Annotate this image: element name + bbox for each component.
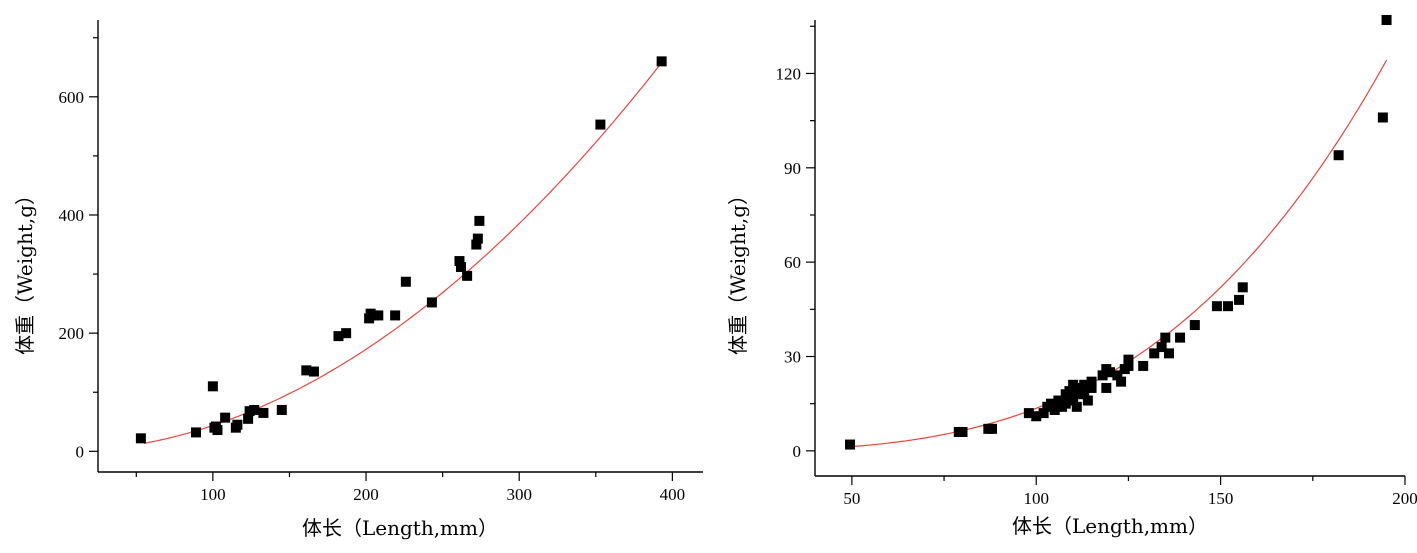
left-data-point [207, 381, 218, 392]
left-x-tick-label: 300 [506, 485, 532, 504]
right-y-axis-title: 体重（Weight,g） [726, 185, 750, 355]
right-data-point [1071, 401, 1082, 412]
left-data-point [373, 310, 384, 321]
left-data-point [135, 433, 146, 444]
left-data-point [276, 404, 287, 415]
right-data-point [1064, 386, 1075, 397]
right-data-point [1116, 376, 1127, 387]
right-data-point [1237, 282, 1248, 293]
left-x-axis-title: 体长（Length,mm） [302, 516, 498, 540]
right-y-tick-label: 30 [784, 347, 801, 366]
left-data-point [249, 404, 260, 415]
right-x-axis-title: 体长（Length,mm） [1012, 514, 1208, 538]
right-data-point [1053, 395, 1064, 406]
left-data-point [191, 427, 202, 438]
right-data-point [1189, 320, 1200, 331]
right-data-point [1234, 294, 1245, 305]
right-x-tick-label: 100 [1024, 489, 1050, 508]
right-data-point [1038, 408, 1049, 419]
left-x-tick-label: 200 [353, 485, 379, 504]
right-data-point [1097, 370, 1108, 381]
right-data-point [1046, 398, 1056, 409]
left-scatter-plot: 体长（Length,mm） 体重（Weight,g） 100 200 300 400 0… [13, 20, 703, 540]
right-data-point [1160, 332, 1171, 343]
right-data-point [1086, 376, 1097, 387]
right-x-tick-label: 150 [1208, 489, 1234, 508]
right-y-tick-label: 0 [793, 442, 802, 461]
left-data-point [301, 365, 312, 376]
left-data-point [390, 310, 401, 321]
right-data-point [1164, 348, 1174, 359]
right-y-tick-label: 60 [784, 253, 801, 272]
left-data-point [243, 413, 254, 424]
right-data-point [1333, 150, 1344, 161]
right-data-point [1101, 382, 1112, 393]
right-data-point [1071, 382, 1082, 393]
right-data-point [1123, 354, 1134, 365]
right-data-point [1068, 392, 1079, 403]
left-fit-curve [143, 64, 661, 444]
left-data-point [400, 276, 411, 287]
left-data-point [454, 256, 465, 267]
left-data-point [474, 215, 485, 226]
left-data-point [595, 119, 606, 130]
right-data-point [1082, 395, 1093, 406]
right-data-point [1211, 301, 1222, 312]
right-fit-curve [851, 59, 1388, 448]
right-data-point [845, 439, 856, 450]
right-x-tick-label: 200 [1392, 489, 1417, 508]
left-data-point [472, 233, 483, 244]
left-y-tick-label: 0 [76, 442, 85, 461]
left-data-point [220, 412, 231, 423]
left-data-point [426, 297, 437, 308]
left-data-point [471, 239, 482, 250]
left-data-point [656, 56, 667, 67]
right-data-point [1223, 301, 1233, 312]
right-data-point [1175, 332, 1186, 343]
left-x-tick-label: 100 [200, 485, 226, 504]
right-data-point [1105, 367, 1115, 378]
right-data-point [1079, 379, 1090, 390]
right-y-tick-label: 90 [784, 159, 801, 178]
right-y-tick-label: 120 [776, 64, 802, 83]
right-data-point [1149, 348, 1160, 359]
left-data-point [258, 407, 269, 418]
right-data-point [1031, 411, 1042, 422]
left-data-point [232, 419, 243, 430]
right-data-point [1112, 370, 1123, 381]
right-data-point [1086, 382, 1097, 393]
right-data-point [1049, 404, 1060, 415]
left-y-axis-title: 体重（Weight,g） [13, 185, 37, 355]
left-y-tick-label: 400 [59, 206, 85, 225]
right-x-tick-label: 50 [843, 489, 860, 508]
left-y-tick-label: 600 [59, 88, 85, 107]
left-y-tick-label: 200 [59, 324, 85, 343]
right-data-point [1377, 112, 1388, 123]
left-data-point [341, 328, 352, 339]
right-data-point [1381, 15, 1392, 25]
right-data-point [987, 423, 997, 434]
left-data-point [212, 425, 223, 436]
right-scatter-plot: 体长（Length,mm） 体重（Weight,g） 50 100 150 200 0 3… [726, 15, 1417, 538]
left-data-point [456, 261, 466, 272]
right-data-point [1023, 408, 1034, 419]
right-data-point [1079, 386, 1090, 397]
right-data-point [957, 426, 968, 437]
left-x-tick-label: 400 [660, 485, 686, 504]
left-data-point [333, 331, 344, 342]
right-data-point [1156, 342, 1167, 353]
left-data-point [308, 366, 319, 377]
left-data-point [462, 270, 473, 281]
right-data-point [1138, 360, 1149, 371]
right-data-point [1123, 360, 1134, 371]
